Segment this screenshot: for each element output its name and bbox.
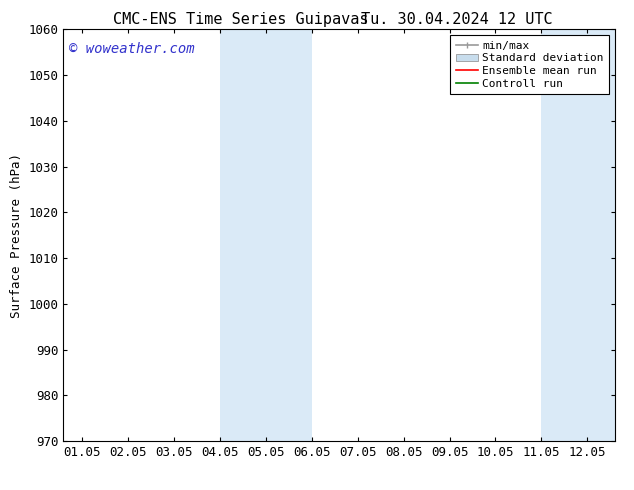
- Bar: [588, 29, 615, 441]
- Bar: [266, 29, 312, 441]
- Y-axis label: Surface Pressure (hPa): Surface Pressure (hPa): [10, 153, 23, 318]
- Legend: min/max, Standard deviation, Ensemble mean run, Controll run: min/max, Standard deviation, Ensemble me…: [450, 35, 609, 95]
- Text: Tu. 30.04.2024 12 UTC: Tu. 30.04.2024 12 UTC: [361, 12, 552, 27]
- Text: CMC-ENS Time Series Guipavas: CMC-ENS Time Series Guipavas: [113, 12, 368, 27]
- Text: © woweather.com: © woweather.com: [69, 42, 195, 56]
- Bar: [220, 29, 266, 441]
- Bar: [541, 29, 588, 441]
